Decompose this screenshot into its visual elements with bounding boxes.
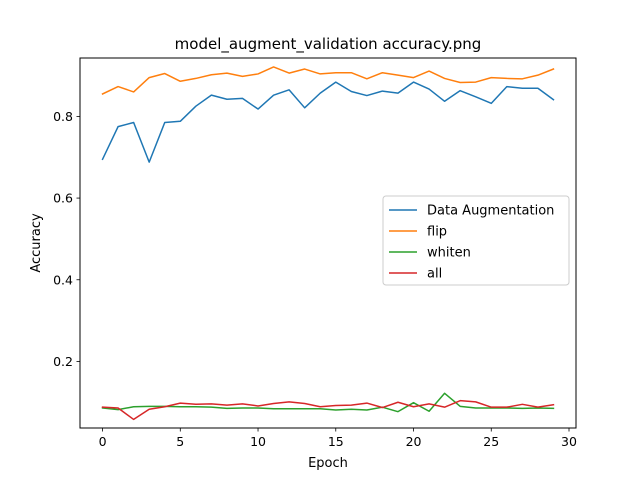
x-tick-label: 30 [561, 434, 577, 449]
x-axis-label: Epoch [308, 456, 348, 471]
series-layer [101, 66, 555, 421]
legend-box [382, 195, 570, 286]
series-line-3 [101, 399, 555, 421]
y-tick-label: 0.8 [53, 109, 73, 124]
legend-label-3: all [427, 267, 442, 282]
x-tick-label: 15 [328, 434, 344, 449]
y-tick-label: 0.6 [53, 191, 73, 206]
x-tick-label: 20 [406, 434, 422, 449]
x-tick-label: 0 [99, 434, 107, 449]
legend-label-2: whiten [427, 246, 471, 261]
x-tick-label: 10 [250, 434, 266, 449]
legend-label-0: Data Augmentation [427, 204, 554, 219]
x-axis: 0 5 10 15 20 25 30 [99, 428, 577, 449]
series-line-2 [101, 392, 555, 413]
x-tick-label: 5 [176, 434, 184, 449]
y-tick-label: 0.4 [53, 272, 73, 287]
series-line-0 [101, 81, 555, 163]
plot-frame [79, 57, 577, 429]
y-tick-label: 0.2 [53, 354, 73, 369]
y-axis: 0.2 0.4 0.6 0.8 [53, 109, 80, 369]
legend: Data Augmentation flip whiten all [382, 195, 570, 286]
chart-title: model_augment_validation accuracy.png [175, 35, 482, 54]
x-tick-label: 25 [483, 434, 499, 449]
y-axis-label: Accuracy [29, 213, 44, 273]
series-line-1 [101, 66, 555, 95]
legend-label-1: flip [427, 225, 447, 240]
